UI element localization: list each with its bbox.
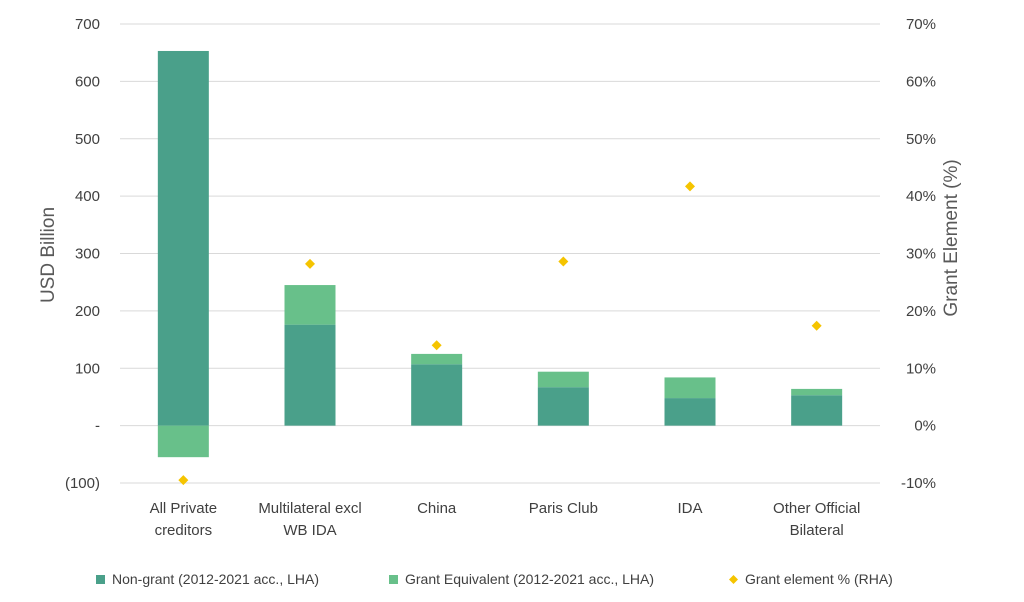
grant-equivalent-bar <box>157 425 209 458</box>
grant-equivalent-bar <box>411 353 463 365</box>
legend-label: Non-grant (2012-2021 acc., LHA) <box>112 571 319 587</box>
grant-element-point <box>431 340 442 351</box>
category-label: IDA <box>677 500 702 517</box>
non-grant-bar <box>411 364 463 426</box>
right-axis-ticks: -10% 0% 10% 20% 30% 40% 50% 60% 70% <box>901 16 936 492</box>
right-tick-label: 20% <box>906 303 936 320</box>
right-tick-label: 30% <box>906 246 936 263</box>
grant-element-point <box>558 256 569 267</box>
left-tick-label: (100) <box>65 475 100 492</box>
grant-equivalent-bar <box>791 388 843 396</box>
right-tick-label: 50% <box>906 131 936 148</box>
left-tick-label: 400 <box>75 188 100 205</box>
grant-element-point <box>178 475 189 486</box>
right-tick-label: 10% <box>906 360 936 377</box>
right-tick-label: 40% <box>906 188 936 205</box>
category-label: All Private creditors <box>150 500 218 539</box>
right-tick-label: 60% <box>906 73 936 90</box>
right-tick-label: 0% <box>914 418 936 435</box>
grant-equivalent-bar <box>284 285 336 325</box>
grant-equivalent-bar <box>664 377 716 399</box>
left-tick-label: 100 <box>75 360 100 377</box>
right-axis-title: Grant Element (%) <box>941 159 962 316</box>
right-tick-label: -10% <box>901 475 936 492</box>
non-grant-bar <box>157 50 209 426</box>
legend-swatch <box>389 575 398 584</box>
grant-element-markers <box>178 181 822 486</box>
category-label: China <box>417 500 457 517</box>
grant-element-point <box>305 258 315 269</box>
left-tick-label: 600 <box>75 73 100 90</box>
category-labels: All Private creditors Multilateral excl WB … <box>150 500 861 539</box>
left-tick-label: 700 <box>75 16 100 33</box>
legend: Non-grant (2012-2021 acc., LHA) Grant Equ… <box>96 571 893 587</box>
legend-label: Grant Equivalent (2012-2021 acc., LHA) <box>405 571 654 587</box>
left-tick-label: 500 <box>75 131 100 148</box>
legend-label: Grant element % (RHA) <box>745 571 893 587</box>
category-label: Multilateral excl WB IDA <box>258 500 361 539</box>
grant-element-point <box>811 320 822 331</box>
non-grant-bar <box>791 395 843 426</box>
left-tick-label: - <box>95 418 100 435</box>
category-label: Paris Club <box>529 500 598 517</box>
legend-swatch <box>96 575 105 584</box>
left-tick-label: 200 <box>75 303 100 320</box>
bars <box>157 50 843 458</box>
right-tick-label: 70% <box>906 16 936 33</box>
left-axis-ticks: (100) - 100 200 300 400 500 600 700 <box>65 16 100 492</box>
non-grant-bar <box>284 324 336 426</box>
legend-swatch <box>729 575 738 584</box>
grant-equivalent-bar <box>537 371 589 388</box>
category-label: Other Official Bilateral <box>773 500 860 539</box>
left-tick-label: 300 <box>75 246 100 263</box>
gridlines <box>120 23 880 484</box>
left-axis-title: USD Billion <box>38 207 59 303</box>
non-grant-bar <box>537 387 589 426</box>
grant-element-point <box>685 181 695 192</box>
non-grant-bar <box>664 398 716 426</box>
